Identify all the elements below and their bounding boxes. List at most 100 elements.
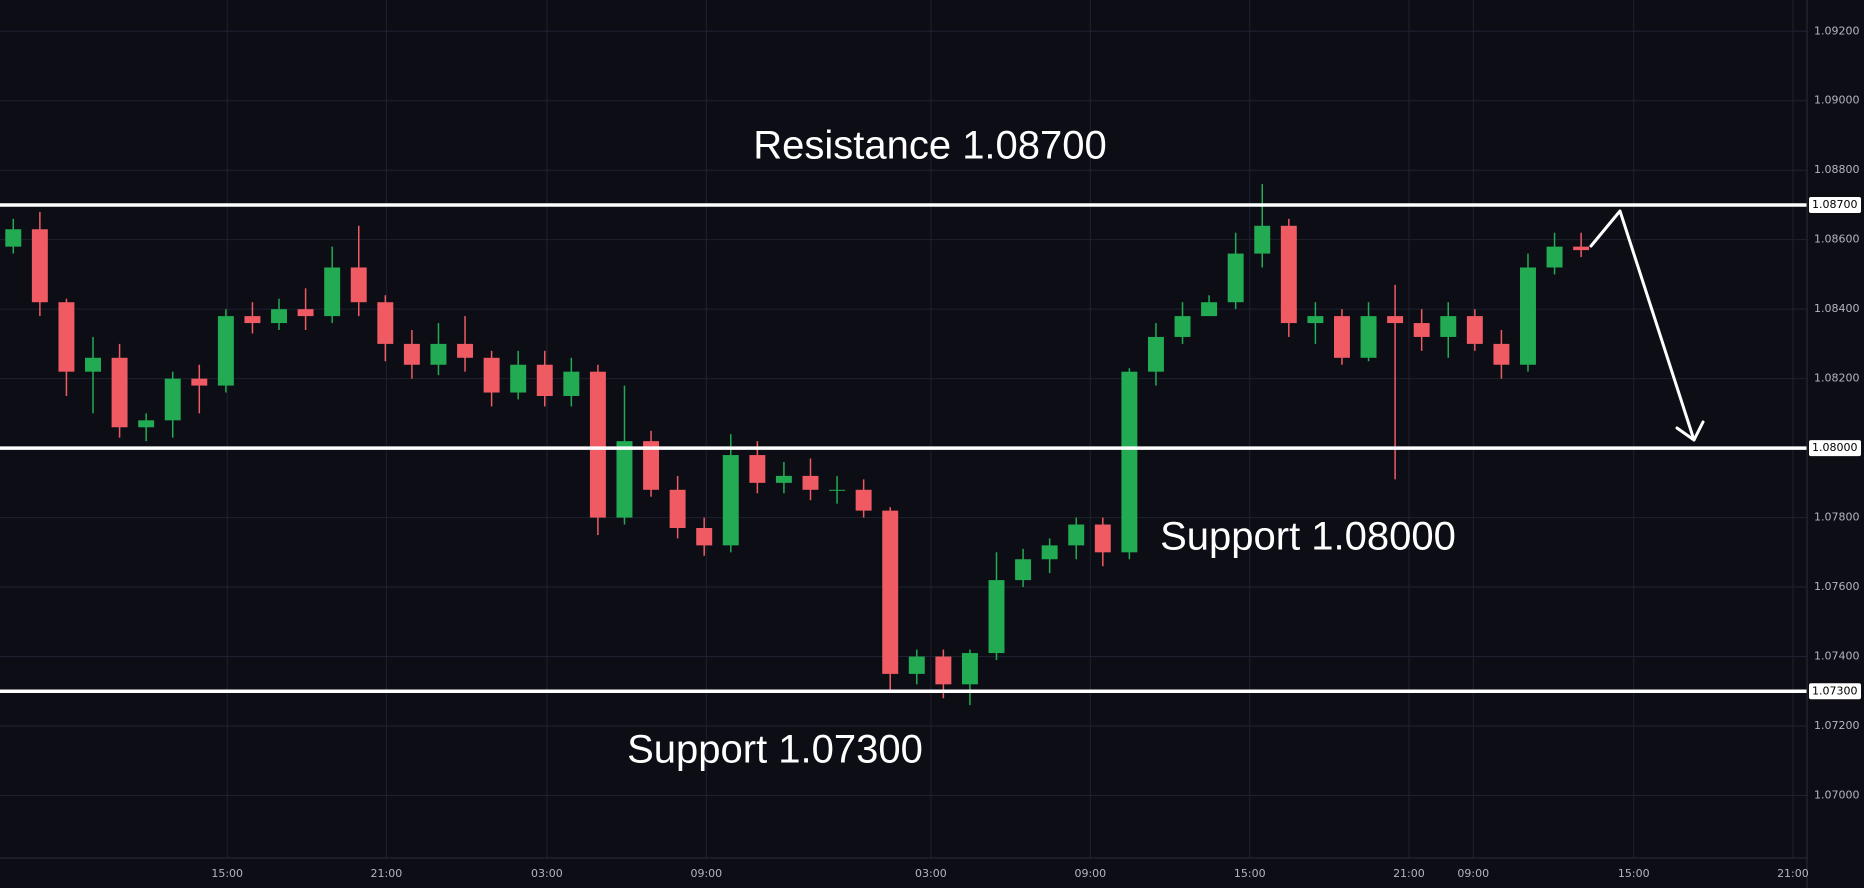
level-label: 1.08700 bbox=[1812, 198, 1858, 211]
y-tick-label: 1.09200 bbox=[1814, 24, 1860, 37]
candle-body bbox=[324, 267, 341, 317]
x-tick-label: 09:00 bbox=[1074, 867, 1106, 880]
candle-body bbox=[1520, 267, 1536, 365]
candle-body bbox=[244, 316, 261, 324]
level-label: 1.07300 bbox=[1812, 684, 1858, 697]
candle-body bbox=[1360, 316, 1377, 358]
x-tick-label: 09:00 bbox=[690, 867, 722, 880]
candle-body bbox=[802, 475, 819, 490]
candle-body bbox=[1440, 316, 1457, 337]
y-tick-label: 1.09000 bbox=[1814, 94, 1860, 107]
candle-body bbox=[536, 364, 553, 396]
candle-body bbox=[829, 489, 846, 491]
candle-body bbox=[297, 309, 314, 317]
candle-body bbox=[1280, 225, 1297, 324]
axes: 1.07000 1.07200 1.07400 1.07600 1.07800 1.082… bbox=[211, 24, 1859, 880]
candle-body bbox=[935, 656, 952, 685]
candle-body bbox=[31, 229, 48, 303]
candle-body bbox=[616, 441, 633, 518]
level-label-box bbox=[1809, 440, 1861, 457]
x-tick-label: 15:00 bbox=[1234, 867, 1266, 880]
candle-body bbox=[5, 229, 22, 247]
candle-body bbox=[1573, 246, 1590, 251]
candle-body bbox=[138, 420, 155, 428]
candle-body bbox=[217, 316, 234, 386]
y-tick-label: 1.08800 bbox=[1814, 163, 1860, 176]
candle-body bbox=[1068, 524, 1085, 546]
level-label-box bbox=[1809, 196, 1861, 213]
y-tick-label: 1.07600 bbox=[1814, 580, 1860, 593]
candle-body bbox=[1094, 524, 1111, 553]
candle-body bbox=[457, 343, 474, 358]
x-tick-label: 03:00 bbox=[531, 867, 563, 880]
x-tick-label: 21:00 bbox=[1393, 867, 1425, 880]
candle-body bbox=[164, 378, 181, 421]
candles bbox=[5, 184, 1590, 706]
y-tick-label: 1.07800 bbox=[1814, 511, 1860, 524]
candle-body bbox=[271, 309, 287, 324]
candle-body bbox=[1333, 316, 1350, 358]
candle-body bbox=[775, 475, 792, 483]
x-tick-label: 21:00 bbox=[1777, 867, 1809, 880]
candle-body bbox=[696, 528, 713, 546]
candle-body bbox=[350, 267, 367, 303]
candle-body bbox=[58, 302, 75, 372]
candle-body bbox=[403, 343, 420, 365]
candle-body bbox=[1254, 225, 1271, 254]
y-tick-label: 1.07400 bbox=[1814, 650, 1860, 663]
candle-body bbox=[1015, 559, 1032, 581]
level-label-box bbox=[1809, 683, 1861, 700]
candle-body bbox=[589, 371, 606, 518]
y-tick-label: 1.08600 bbox=[1814, 233, 1860, 246]
levels: 1.08700 1.08000 1.07300 bbox=[0, 196, 1861, 700]
candle-body bbox=[1387, 316, 1404, 324]
candle-body bbox=[722, 455, 739, 546]
y-tick-label: 1.07200 bbox=[1814, 719, 1860, 732]
candle-body bbox=[1201, 302, 1218, 317]
x-tick-label: 09:00 bbox=[1457, 867, 1489, 880]
annotation: Support 1.07300 bbox=[627, 728, 923, 772]
annotation: Resistance 1.08700 bbox=[753, 124, 1107, 168]
arrow-head bbox=[1675, 420, 1705, 442]
candle-body bbox=[1307, 316, 1324, 324]
candle-body bbox=[430, 343, 447, 365]
candle-body bbox=[563, 371, 580, 396]
candle-body bbox=[1121, 371, 1138, 553]
x-tick-label: 21:00 bbox=[371, 867, 403, 880]
candle-body bbox=[483, 357, 500, 393]
projection-arrow bbox=[1589, 209, 1705, 442]
y-tick-label: 1.08400 bbox=[1814, 302, 1860, 315]
candle-body bbox=[882, 510, 899, 674]
grid bbox=[0, 0, 1807, 858]
candle-body bbox=[908, 656, 925, 674]
candle-body bbox=[643, 441, 660, 490]
candle-body bbox=[1546, 246, 1563, 268]
x-tick-label: 03:00 bbox=[915, 867, 947, 880]
candle-body bbox=[1466, 316, 1483, 344]
candle-body bbox=[1413, 323, 1430, 337]
candle-body bbox=[1041, 545, 1058, 560]
candle-body bbox=[669, 489, 686, 528]
arrow-path bbox=[1589, 209, 1696, 442]
candle-body bbox=[1174, 316, 1191, 337]
y-tick-label: 1.08200 bbox=[1814, 372, 1860, 385]
x-tick-label: 15:00 bbox=[211, 867, 243, 880]
candle-body bbox=[85, 357, 101, 372]
candle-body bbox=[855, 489, 872, 511]
candle-body bbox=[1227, 253, 1244, 303]
level-label: 1.08000 bbox=[1812, 441, 1858, 454]
candle-body bbox=[510, 364, 527, 393]
candle-body bbox=[1493, 343, 1510, 365]
candle-body bbox=[377, 302, 394, 344]
candle-body bbox=[111, 357, 128, 428]
candle-body bbox=[191, 378, 208, 386]
candle-body bbox=[749, 455, 766, 483]
y-tick-label: 1.07000 bbox=[1814, 788, 1860, 801]
candle-body bbox=[1147, 336, 1164, 372]
annotation: Support 1.08000 bbox=[1160, 515, 1456, 559]
annotations: Resistance 1.08700 Support 1.08000 Support… bbox=[627, 124, 1456, 772]
candle-body bbox=[988, 580, 1005, 654]
